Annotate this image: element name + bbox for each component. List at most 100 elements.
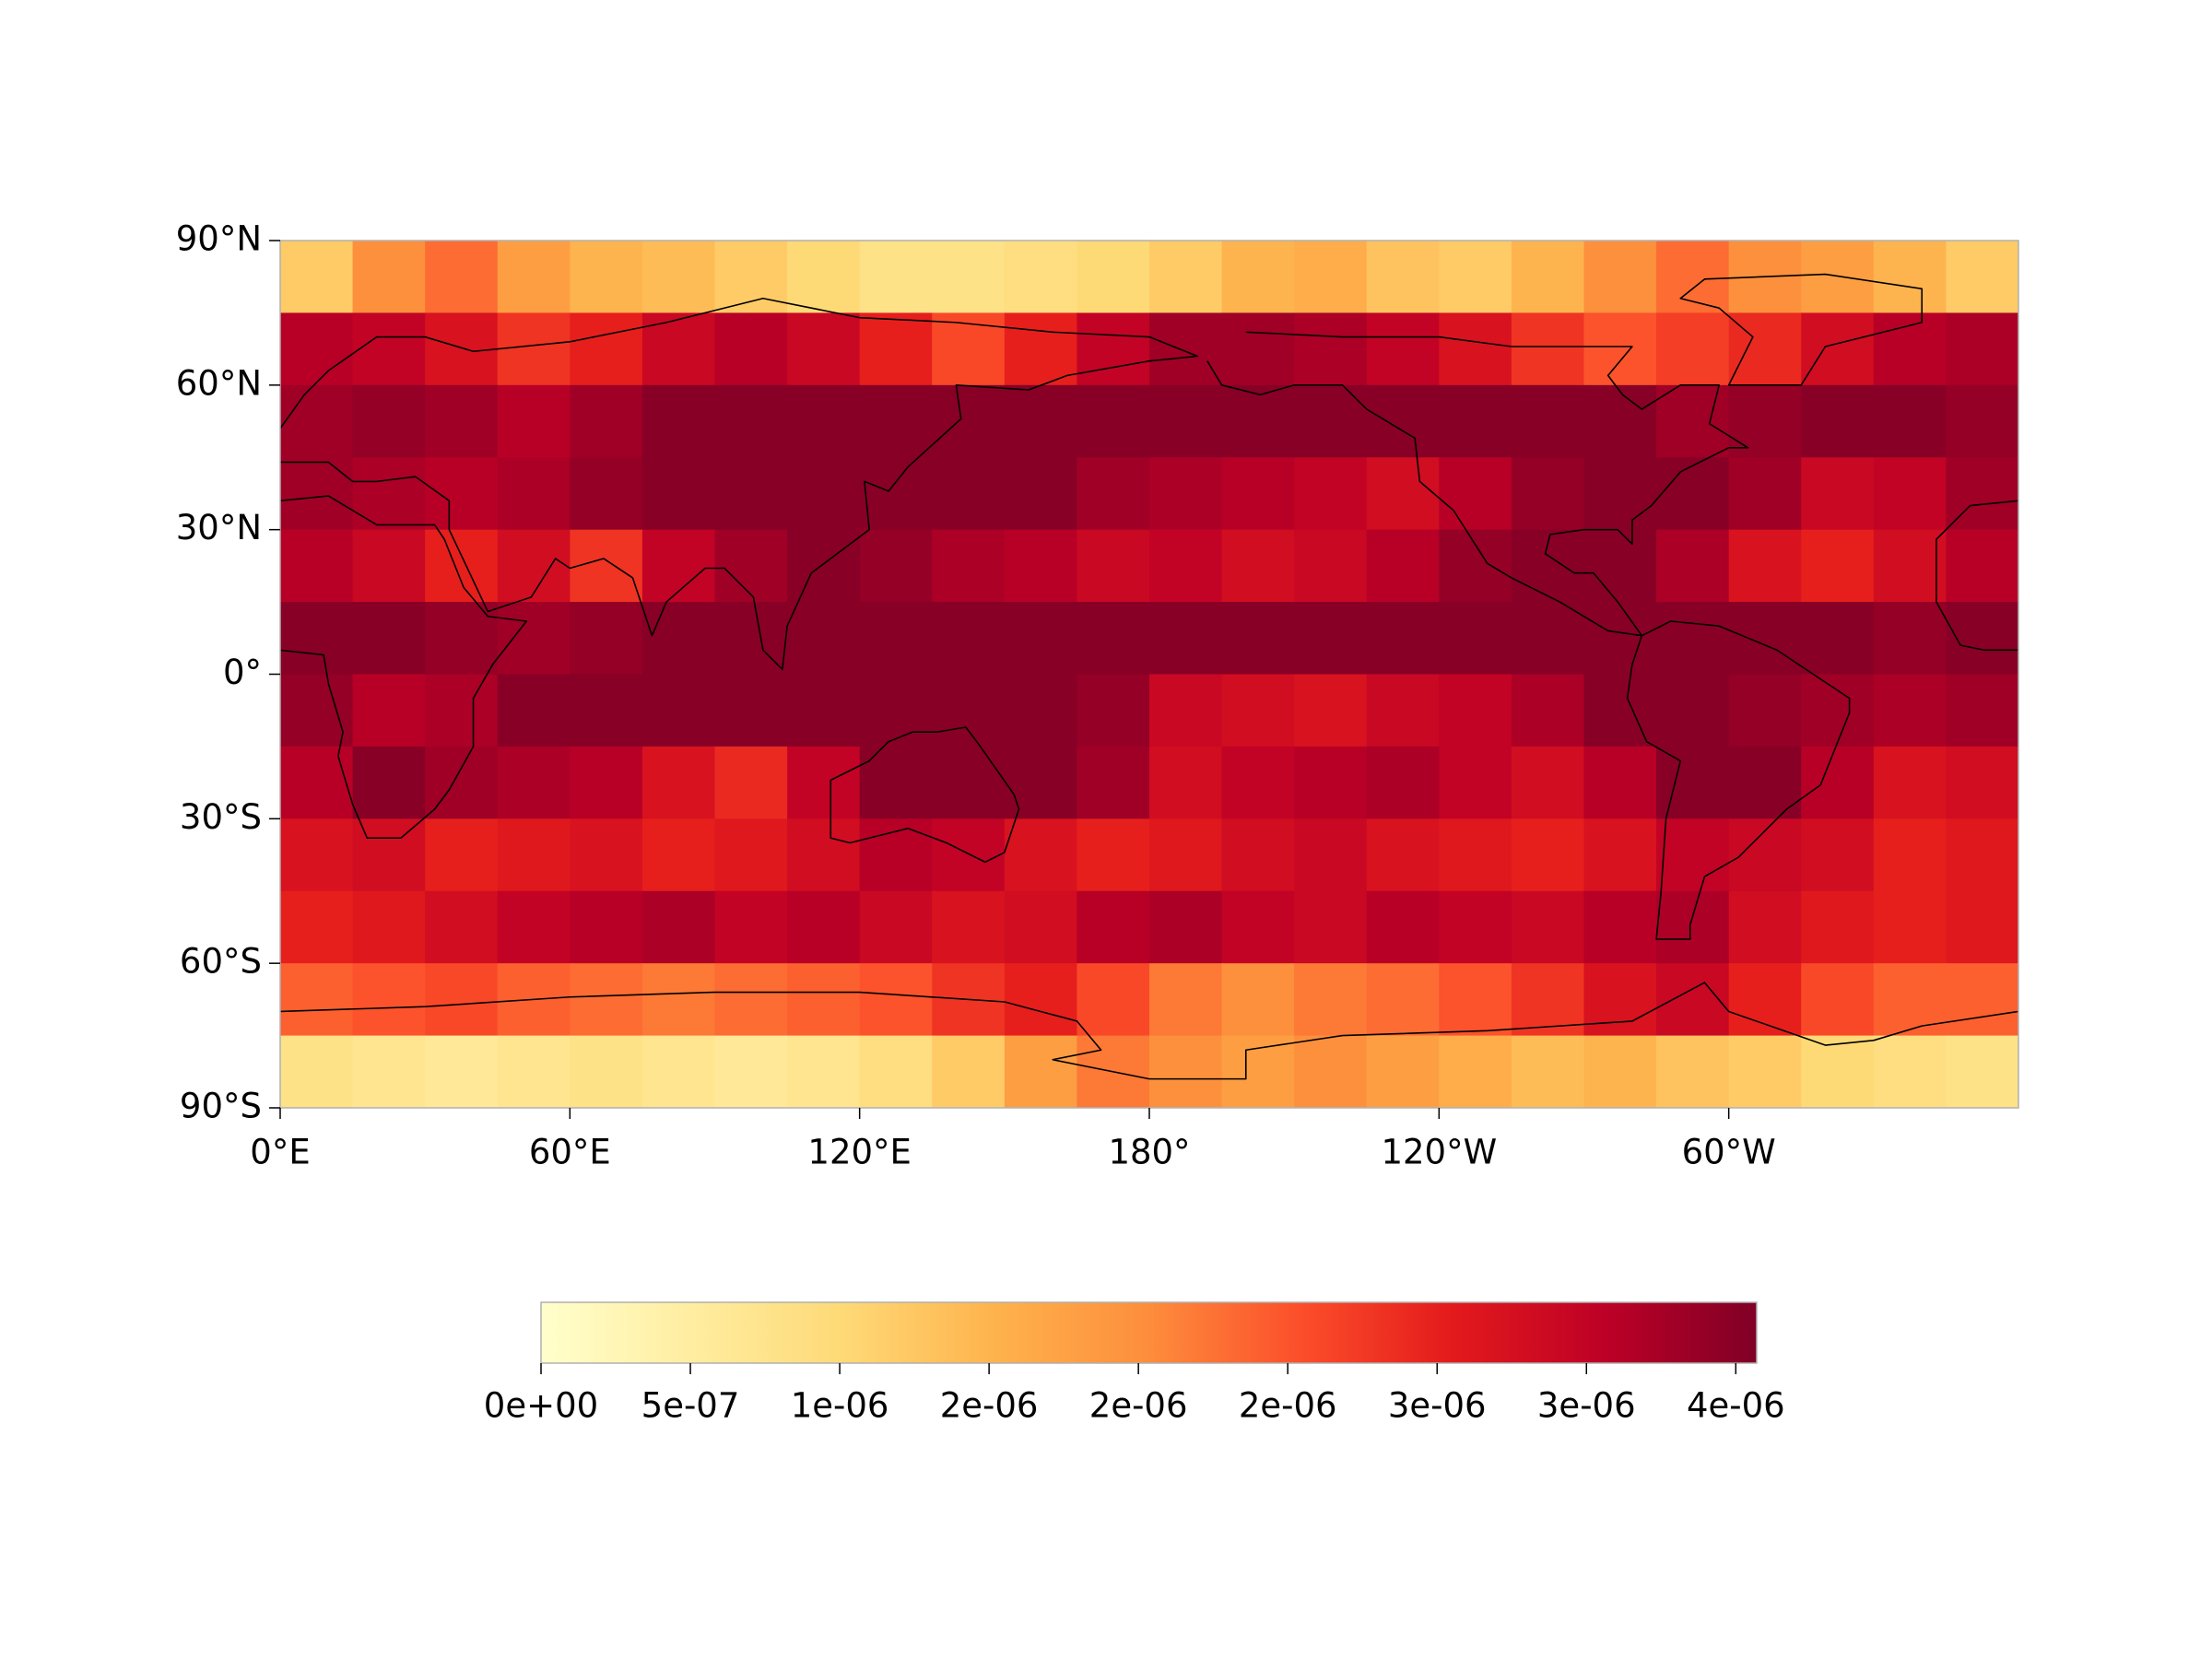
coastline xyxy=(1680,275,1922,385)
heatmap-cell xyxy=(1511,457,1584,531)
heatmap-cell xyxy=(1439,529,1512,603)
x-tick-label: 60°W xyxy=(1682,1133,1776,1172)
heatmap-cell xyxy=(641,890,715,964)
heatmap-cell xyxy=(1873,746,1947,819)
heatmap-cell xyxy=(1294,890,1368,964)
heatmap-cell xyxy=(425,1035,499,1108)
heatmap-cell xyxy=(280,602,354,675)
heatmap-cell xyxy=(1439,963,1512,1037)
heatmap-cell xyxy=(1873,241,1947,313)
heatmap-cell xyxy=(1873,312,1947,386)
heatmap-cell xyxy=(1583,602,1657,675)
heatmap-cell xyxy=(932,529,1006,603)
heatmap-cell xyxy=(714,457,788,531)
heatmap-cell xyxy=(1004,384,1077,458)
heatmap-cell xyxy=(641,1035,715,1108)
heatmap-cell xyxy=(570,963,643,1037)
heatmap-cell xyxy=(1077,963,1150,1037)
heatmap-cell xyxy=(1221,674,1295,747)
heatmap-cell xyxy=(1221,384,1295,458)
heatmap-cell xyxy=(1583,818,1657,892)
heatmap-cell xyxy=(1294,529,1368,603)
heatmap-cell xyxy=(1439,384,1512,458)
colorbar xyxy=(540,1301,1758,1364)
heatmap-cell xyxy=(425,529,499,603)
heatmap-cell xyxy=(1439,1035,1512,1108)
heatmap-cell xyxy=(1294,241,1368,313)
heatmap-cell xyxy=(280,963,354,1037)
heatmap-cell xyxy=(1221,457,1295,531)
heatmap-cell xyxy=(1801,746,1875,819)
heatmap-cell xyxy=(1728,602,1802,675)
heatmap-cell xyxy=(425,674,499,747)
heatmap-cell xyxy=(714,818,788,892)
heatmap-cell xyxy=(1656,746,1730,819)
heatmap-cell xyxy=(1511,384,1584,458)
heatmap-cell xyxy=(1946,529,2018,603)
heatmap-cell xyxy=(1801,1035,1875,1108)
heatmap-cell xyxy=(425,818,499,892)
heatmap-cell xyxy=(1656,818,1730,892)
heatmap-cell xyxy=(859,602,933,675)
heatmap-cell xyxy=(1801,890,1875,964)
heatmap-cell xyxy=(352,241,426,313)
heatmap-cell xyxy=(859,241,933,313)
heatmap-cell xyxy=(1728,529,1802,603)
heatmap-cell xyxy=(1728,1035,1802,1108)
heatmap-cell xyxy=(1294,312,1368,386)
heatmap-cell xyxy=(1656,890,1730,964)
heatmap-cell xyxy=(1656,1035,1730,1108)
heatmap-cell xyxy=(1294,384,1368,458)
heatmap-cell xyxy=(1801,384,1875,458)
heatmap-cell xyxy=(1149,746,1223,819)
heatmap-cell xyxy=(425,602,499,675)
heatmap-cell xyxy=(280,384,354,458)
x-tick-label: 60°E xyxy=(529,1133,611,1172)
heatmap-cell xyxy=(1004,746,1077,819)
heatmap-cell xyxy=(1004,312,1077,386)
heatmap-cell xyxy=(570,818,643,892)
heatmap-cell xyxy=(932,890,1006,964)
heatmap-cell xyxy=(1004,602,1077,675)
heatmap-cell xyxy=(1221,602,1295,675)
heatmap-cell xyxy=(932,241,1006,313)
heatmap-cell xyxy=(1004,963,1077,1037)
heatmap-cell xyxy=(1583,674,1657,747)
heatmap-cell xyxy=(1801,241,1875,313)
heatmap-cell xyxy=(932,1035,1006,1108)
heatmap-cell xyxy=(932,674,1006,747)
heatmap-cell xyxy=(497,529,571,603)
heatmap-cell xyxy=(1439,457,1512,531)
heatmap-cell xyxy=(1149,384,1223,458)
heatmap-cell xyxy=(1149,818,1223,892)
heatmap-cell xyxy=(1873,384,1947,458)
heatmap-cell xyxy=(714,241,788,313)
heatmap-cell xyxy=(1077,674,1150,747)
heatmap-cell xyxy=(1221,963,1295,1037)
heatmap-cell xyxy=(570,457,643,531)
heatmap-cell xyxy=(1801,963,1875,1037)
heatmap-cell xyxy=(787,674,861,747)
heatmap-cell xyxy=(1873,674,1947,747)
heatmap-cell xyxy=(1873,818,1947,892)
heatmap-cell xyxy=(1873,602,1947,675)
heatmap-cell xyxy=(1511,963,1584,1037)
heatmap-cell xyxy=(1366,241,1440,313)
colorbar-tick-label: 1e-06 xyxy=(791,1386,889,1426)
heatmap-cell xyxy=(1801,457,1875,531)
coastline xyxy=(280,299,1197,670)
heatmap-cell xyxy=(352,746,426,819)
coastline xyxy=(830,727,1018,862)
heatmap-cell xyxy=(932,746,1006,819)
heatmap-cell xyxy=(1511,312,1584,386)
heatmap-cell xyxy=(1077,890,1150,964)
heatmap-cell xyxy=(1656,674,1730,747)
coastline xyxy=(1207,332,1748,635)
heatmap-cell xyxy=(1149,529,1223,603)
heatmap-cell xyxy=(425,241,499,313)
heatmap-cell xyxy=(570,674,643,747)
heatmap-cell xyxy=(787,602,861,675)
y-tick-label: 60°S xyxy=(180,942,262,982)
x-tick-label: 120°E xyxy=(807,1133,912,1172)
